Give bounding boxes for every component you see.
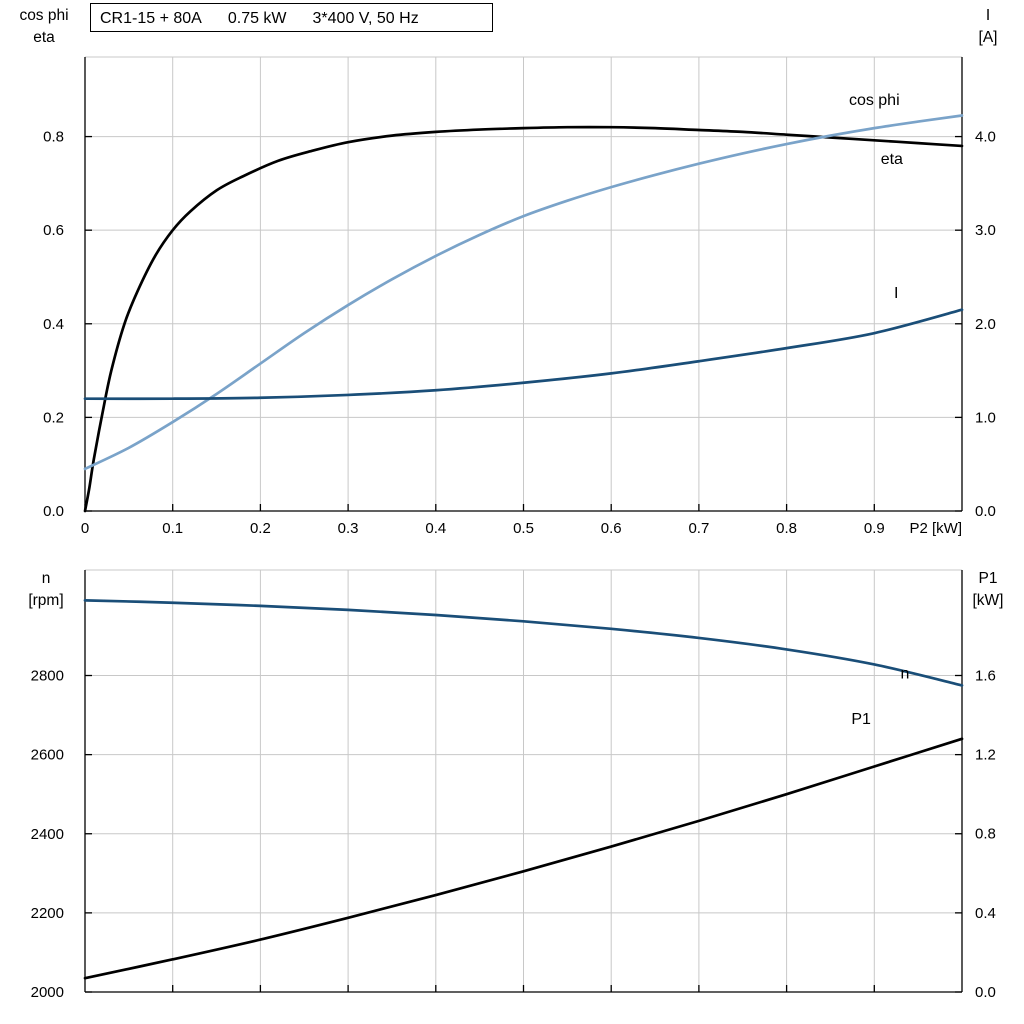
grid-lines [85, 57, 962, 511]
y-left-tick-label: 0.8 [43, 129, 64, 146]
y-left-tick-label: 0.2 [43, 409, 64, 426]
y-right-tick-label: 0.4 [975, 905, 996, 922]
tick-labels: 0 0.1 0.2 0.3 0.4 0.5 0.6 0.7 0.8 0.9 0.0 0.2 0.4 0.6… [43, 129, 996, 537]
y-left-tick-label: 0.0 [43, 503, 64, 520]
x-axis-unit-label: P2 [kW] [909, 520, 962, 537]
chart-upper: 0 0.1 0.2 0.3 0.4 0.5 0.6 0.7 0.8 0.9 0.0 0.2 0.4 0.6… [19, 3, 997, 537]
y-left-tick-label: 0.6 [43, 222, 64, 239]
series-curve-cos-phi [83, 114, 964, 471]
x-tick-label: 0.4 [425, 520, 446, 537]
y-right-tick-label: 1.0 [975, 409, 996, 426]
y-right-tick-label: 4.0 [975, 129, 996, 146]
tick-labels: 2000 2200 2400 2600 2800 0.0 0.4 0.8 1.2 1.6 [31, 667, 996, 1001]
y-right-tick-label: 1.2 [975, 747, 996, 764]
curve-label-cos-phi: cos phi [849, 92, 900, 109]
y-right-tick-label: 0.0 [975, 503, 996, 520]
chart-title: CR1-15 + 80A 0.75 kW 3*400 V, 50 Hz [100, 10, 419, 27]
x-tick-label: 0.5 [513, 520, 534, 537]
x-tick-label: 0.2 [250, 520, 271, 537]
curve-label-p1: P1 [851, 711, 871, 728]
axis-corner-titles: n [rpm] P1 [kW] [28, 570, 1003, 609]
series-curve-n [83, 598, 964, 687]
series-curve-p1 [83, 737, 964, 980]
y-left-tick-label: 0.4 [43, 316, 64, 333]
x-tick-label: 0 [81, 520, 89, 537]
x-tick-label: 0.7 [688, 520, 709, 537]
series-curve-i [83, 308, 964, 401]
axis-ticks [85, 674, 962, 993]
y-right-tick-label: 1.6 [975, 667, 996, 684]
curve-label-eta: eta [881, 151, 903, 168]
y-right-axis-title: I [986, 7, 990, 24]
y-right-axis-title: [A] [979, 29, 998, 46]
x-tick-label: 0.3 [338, 520, 359, 537]
axis-corner-titles: cos phi eta I [A] [19, 7, 997, 46]
y-right-tick-label: 0.8 [975, 826, 996, 843]
x-tick-label: 0.6 [601, 520, 622, 537]
y-right-tick-label: 3.0 [975, 222, 996, 239]
x-tick-label: 0.9 [864, 520, 885, 537]
y-left-axis-title: cos phi [19, 7, 68, 24]
y-left-axis-title: [rpm] [28, 592, 63, 609]
y-right-axis-title: P1 [979, 570, 998, 587]
x-tick-label: 0.8 [776, 520, 797, 537]
x-tick-label: 0.1 [162, 520, 183, 537]
y-left-tick-label: 2800 [31, 668, 64, 685]
y-right-tick-label: 0.0 [975, 984, 996, 1001]
y-left-tick-label: 2000 [31, 984, 64, 1001]
y-left-axis-title: eta [33, 29, 55, 46]
y-right-axis-title: [kW] [973, 592, 1004, 609]
y-left-axis-title: n [42, 570, 51, 587]
y-right-tick-label: 2.0 [975, 316, 996, 333]
curve-label-i: I [894, 285, 898, 302]
y-left-tick-label: 2200 [31, 905, 64, 922]
curve-label-n: n [901, 666, 910, 683]
grid-lines [85, 570, 962, 992]
y-left-tick-label: 2600 [31, 747, 64, 764]
series-curve-eta [83, 125, 964, 513]
chart-title-box: CR1-15 + 80A 0.75 kW 3*400 V, 50 Hz [90, 3, 493, 32]
chart-lower: 2000 2200 2400 2600 2800 0.0 0.4 0.8 1.2 1.6 n [rpm… [28, 569, 1004, 1001]
y-left-tick-label: 2400 [31, 826, 64, 843]
